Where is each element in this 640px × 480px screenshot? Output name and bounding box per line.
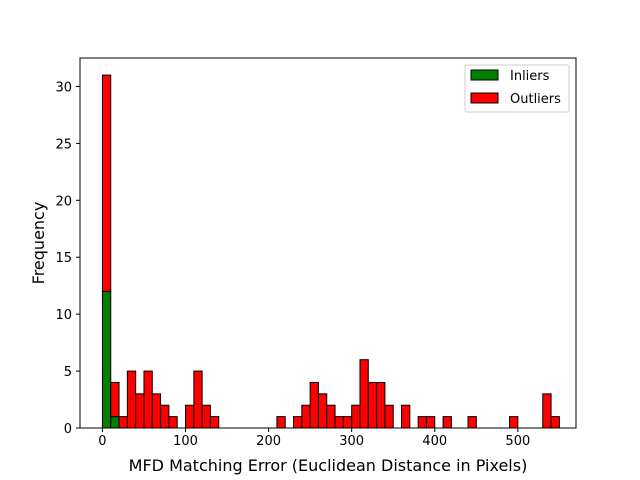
bar-outliers: [209, 416, 220, 429]
y-tick-label: 25: [55, 137, 72, 152]
bar-outliers: [376, 381, 386, 429]
bar-outliers: [467, 416, 477, 429]
bar-outliers: [384, 404, 394, 429]
bar-outliers: [509, 416, 519, 429]
y-tick-label: 20: [55, 194, 72, 209]
bar-outliers: [301, 404, 311, 429]
legend-swatch-outliers: [470, 92, 499, 104]
bar-outliers: [309, 381, 319, 429]
y-axis-ticks: 0 5 10 15 20 25 30: [55, 80, 80, 437]
bar-outliers: [351, 404, 361, 429]
bar-outliers: [151, 393, 162, 429]
bar-outliers: [101, 74, 112, 292]
x-tick-label: 0: [98, 434, 106, 449]
bar-outliers: [135, 393, 145, 429]
x-tick-label: 500: [505, 434, 530, 449]
bar-inliers: [110, 416, 120, 429]
y-tick-label: 0: [64, 422, 72, 437]
x-axis-label: MFD Matching Error (Euclidean Distance i…: [129, 456, 528, 475]
legend-label-inliers: Inliers: [510, 69, 550, 84]
bar-outliers: [143, 370, 153, 429]
bar-outliers: [550, 416, 560, 429]
x-tick-label: 400: [422, 434, 447, 449]
bar-outliers: [317, 393, 328, 429]
bar-outliers: [201, 404, 211, 429]
y-tick-label: 10: [55, 308, 72, 323]
bar-outliers: [193, 370, 203, 429]
y-tick-label: 30: [55, 80, 72, 95]
bar-outliers: [425, 416, 436, 429]
bar-outliers: [417, 416, 427, 429]
bar-outliers: [185, 404, 195, 429]
bar-outliers: [126, 370, 137, 429]
bar-outliers: [401, 404, 411, 429]
x-tick-label: 300: [339, 434, 364, 449]
bar-outliers: [442, 416, 452, 429]
bar-outliers: [334, 416, 344, 429]
y-axis-label: Frequency: [29, 202, 48, 285]
x-axis-ticks: 0 100 200 300 400 500: [98, 428, 530, 449]
bar-inliers: [101, 290, 112, 429]
bar-outliers: [359, 359, 369, 429]
bar-outliers: [367, 381, 378, 429]
bar-outliers: [326, 404, 336, 429]
histogram-bars: [101, 74, 560, 429]
legend: Inliers Outliers: [464, 64, 570, 113]
bar-outliers: [168, 416, 178, 429]
legend-label-outliers: Outliers: [510, 92, 561, 107]
bar-outliers: [160, 404, 170, 429]
bar-outliers: [118, 416, 128, 429]
y-tick-label: 5: [64, 365, 72, 380]
bar-outliers: [542, 393, 552, 429]
x-tick-label: 200: [256, 434, 281, 449]
bar-outliers: [110, 381, 120, 418]
legend-swatch-inliers: [470, 69, 499, 81]
x-tick-label: 100: [173, 434, 198, 449]
bar-outliers: [293, 416, 303, 429]
bar-outliers: [276, 416, 286, 429]
bar-outliers: [342, 416, 353, 429]
y-tick-label: 15: [55, 251, 72, 266]
plot-area-frame: [79, 57, 577, 429]
